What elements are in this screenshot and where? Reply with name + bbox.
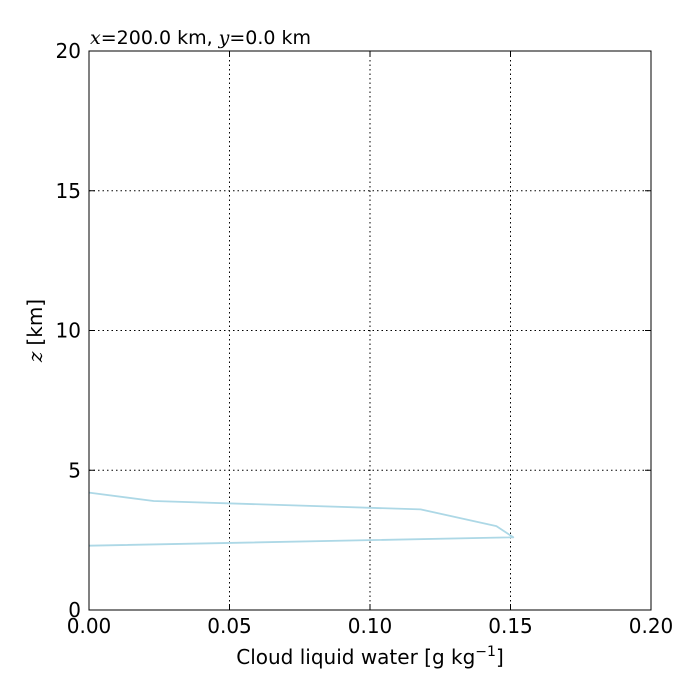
series-layer	[88, 491, 515, 547]
title-y-equals: =	[229, 27, 245, 49]
title-y-var: y	[218, 27, 230, 49]
x-tick-label: 0.10	[348, 614, 393, 638]
y-tick-label: 0	[68, 598, 81, 622]
grid-layer	[89, 51, 651, 610]
series-line	[88, 491, 515, 547]
y-tick-label: 5	[68, 458, 81, 482]
x-axis-label-close: ]	[496, 645, 504, 669]
title-separator: ,	[207, 27, 213, 49]
y-tick-label: 20	[56, 39, 81, 63]
y-axis-label-unit: [km]	[23, 299, 47, 346]
x-axis-label-exponent: −1	[475, 644, 496, 660]
y-axis-label: z [km]	[23, 299, 47, 363]
title-x-equals: =	[101, 27, 117, 49]
tick-layer	[88, 50, 652, 611]
x-tick-label: 0.05	[207, 614, 252, 638]
x-tick-label: 0.00	[67, 614, 112, 638]
x-axis-label-text: Cloud liquid water [g kg	[236, 645, 475, 669]
y-axis-label-var: z	[23, 351, 47, 363]
chart-title: x=200.0 km, y=0.0 km	[90, 27, 311, 49]
y-tick-label: 10	[56, 319, 81, 343]
y-tick-label: 15	[56, 179, 81, 203]
tick-label-layer: 0.00 0.05 0.10 0.15 0.20 0 5 10 15 20	[56, 39, 674, 638]
title-y-value: 0.0 km	[245, 27, 311, 49]
x-axis-label: Cloud liquid water [g kg−1]	[236, 644, 504, 669]
x-tick-label: 0.15	[488, 614, 533, 638]
title-x-value: 200.0 km	[117, 27, 207, 49]
x-tick-label: 0.20	[629, 614, 674, 638]
title-x-var: x	[90, 27, 101, 49]
